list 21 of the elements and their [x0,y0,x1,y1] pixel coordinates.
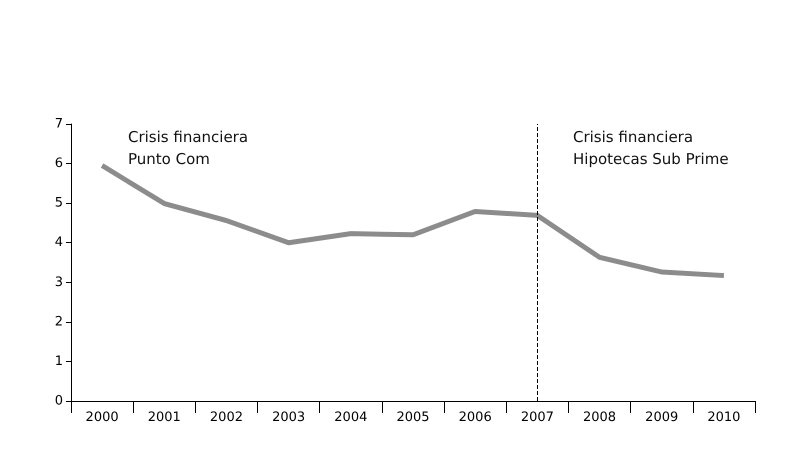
y-tick-label: 5 [54,196,63,211]
y-tick-label: 6 [54,156,63,172]
x-tick-label: 2005 [396,410,430,425]
x-tick-label: 2004 [334,410,368,425]
x-tick-label: 2007 [520,410,554,425]
x-tick-label: 2002 [210,410,243,425]
x-tick-label: 2003 [272,410,306,425]
y-tick-label: 4 [54,235,63,250]
x-tick-label: 2006 [458,410,492,425]
annotation: Crisis financiera Punto Com [128,128,248,168]
y-tick-label: 2 [54,314,63,330]
x-tick-label: 2010 [707,410,740,425]
y-tick-label: 7 [54,116,63,132]
annotation: Crisis financiera Hipotecas Sub Prime [573,128,729,168]
x-tick-label: 2001 [148,410,181,425]
y-tick-label: 1 [54,354,63,369]
x-tick-label: 2008 [583,410,616,425]
y-tick-label: 3 [54,274,63,290]
y-tick-label: 0 [54,394,63,408]
x-tick-label: 2000 [86,410,119,425]
x-tick-label: 2009 [645,410,678,425]
